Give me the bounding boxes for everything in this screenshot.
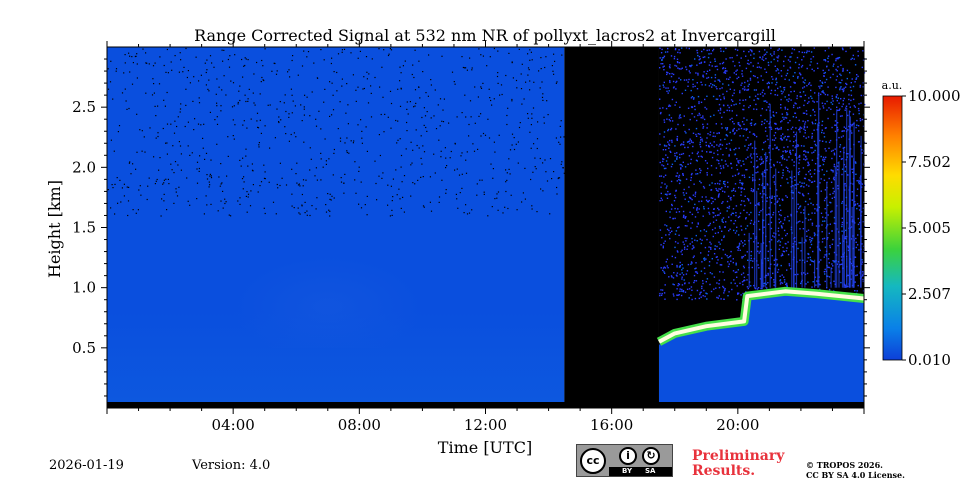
copyright-line-2: CC BY SA 4.0 License. <box>806 470 905 480</box>
x-tick-label: 04:00 <box>212 416 255 434</box>
share-alike-icon: ↻ <box>642 447 660 465</box>
x-tick-label: 12:00 <box>464 416 507 434</box>
cc-license-badge[interactable]: cc i ↻ BY SA <box>576 444 673 477</box>
x-tick-label: 08:00 <box>338 416 381 434</box>
y-tick-label: 2.0 <box>72 158 96 176</box>
x-axis: 04:00 08:00 12:00 16:00 20:00 <box>106 41 865 434</box>
colorbar-tick-label: 2.507 <box>908 285 951 303</box>
attribution-icon: i <box>619 447 637 465</box>
below-cloud-area <box>659 294 864 408</box>
residual-layer-area <box>233 245 423 348</box>
y-axis-label: Height [km] <box>45 180 64 278</box>
x-tick-label: 16:00 <box>590 416 633 434</box>
colorbar-tick-label: 5.005 <box>908 219 951 237</box>
y-tick-label: 1.0 <box>72 279 96 297</box>
date-label: 2026-01-19 <box>49 458 124 473</box>
preliminary-line-1: Preliminary <box>692 448 785 464</box>
sa-label: SA <box>645 467 656 475</box>
noise-speckle-left <box>107 47 565 217</box>
colorbar-ticks: 10.000 7.502 5.005 2.507 0.010 <box>902 87 960 369</box>
version-label: Version: 4.0 <box>192 458 271 473</box>
cloud-layer <box>658 289 865 344</box>
x-tick-label: 20:00 <box>716 416 759 434</box>
y-tick-label: 0.5 <box>72 339 96 357</box>
colorbar-tick-label: 7.502 <box>908 153 951 171</box>
copyright-line-1: © TROPOS 2026. <box>806 460 883 470</box>
cc-icon: cc <box>580 448 606 474</box>
y-tick-label: 1.5 <box>72 219 96 237</box>
colorbar <box>882 95 903 361</box>
colorbar-tick-label: 10.000 <box>908 87 960 105</box>
preliminary-line-2: Results. <box>692 463 756 479</box>
colorbar-unit: a.u. <box>882 79 903 92</box>
y-tick-label: 2.5 <box>72 98 96 116</box>
ground-strip <box>107 402 864 408</box>
noise-speckle <box>659 47 866 302</box>
colorbar-tick-label: 0.010 <box>908 351 951 369</box>
by-label: BY <box>622 467 633 475</box>
no-data-gap <box>564 47 659 408</box>
copyright-notice: © TROPOS 2026. CC BY SA 4.0 License. <box>806 460 905 480</box>
preliminary-notice: Preliminary Results. <box>692 449 784 479</box>
x-axis-label: Time [UTC] <box>438 438 532 457</box>
chart-title: Range Corrected Signal at 532 nm NR of p… <box>194 26 776 45</box>
y-axis: 0.5 1.0 1.5 2.0 2.5 <box>72 58 870 397</box>
